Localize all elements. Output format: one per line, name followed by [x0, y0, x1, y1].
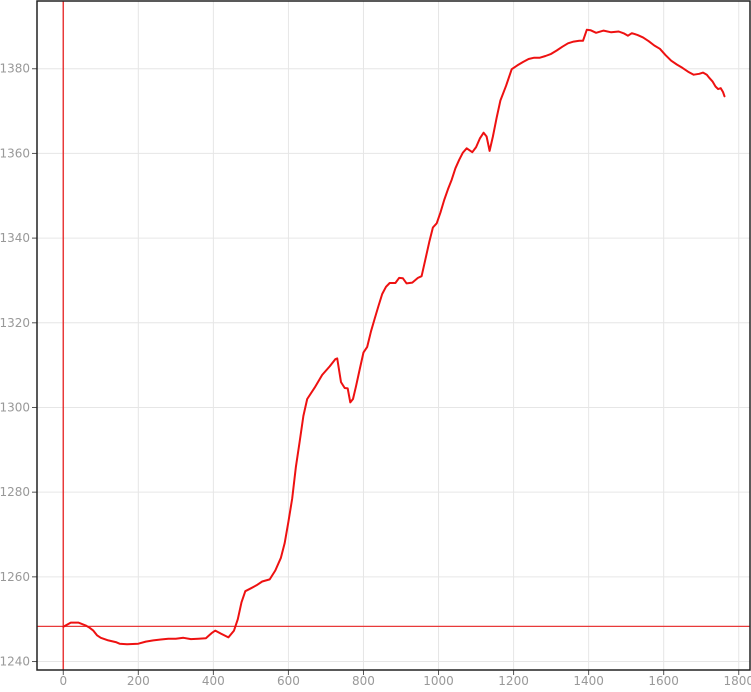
y-tick-label: 1360: [0, 146, 30, 160]
plot-frame: [36, 0, 751, 671]
x-tick-label: 1400: [573, 674, 604, 688]
x-tick-label: 200: [127, 674, 150, 688]
x-tick-label: 1600: [648, 674, 679, 688]
y-axis-ticks: 1240 1260 1280 1300 1320 1340 1360 1380: [0, 62, 37, 669]
x-tick-label: 1000: [423, 674, 454, 688]
y-tick-label: 1300: [0, 400, 30, 414]
y-tick-label: 1340: [0, 231, 30, 245]
grid: [37, 1, 750, 670]
x-tick-label: 800: [352, 674, 375, 688]
y-tick-label: 1280: [0, 485, 30, 499]
x-tick-label: 1200: [498, 674, 529, 688]
y-tick-label: 1260: [0, 570, 30, 584]
plot-area: [62, 28, 726, 646]
series-line-0: [62, 28, 726, 646]
y-tick-label: 1240: [0, 655, 30, 669]
x-tick-label: 400: [202, 674, 225, 688]
y-tick-label: 1380: [0, 62, 30, 76]
x-axis-ticks: 0 200 400 600 800 1000 1200 1400 1600 1800: [59, 670, 751, 688]
x-tick-label: 600: [277, 674, 300, 688]
x-tick-label: 1800: [723, 674, 751, 688]
x-tick-label: 0: [59, 674, 67, 688]
y-tick-label: 1320: [0, 316, 30, 330]
reference-lines: [37, 1, 750, 670]
